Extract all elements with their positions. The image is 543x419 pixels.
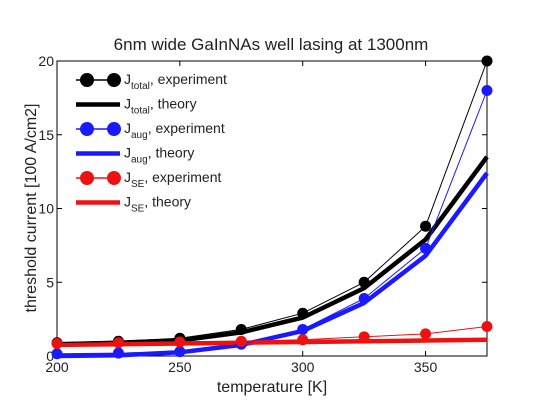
chart-title: 6nm wide GaInNAs well lasing at 1300nm — [114, 35, 429, 54]
x-tick-label: 250 — [168, 359, 192, 375]
x-tick-label: 350 — [414, 359, 438, 375]
series-line-j-aug-experiment — [56, 90, 488, 355]
legend-marker-j-aug-experiment — [107, 122, 121, 136]
data-point-j-aug-experiment — [51, 348, 63, 360]
data-point-j-total-experiment — [481, 55, 493, 67]
legend-marker-j-se-experiment — [107, 171, 121, 185]
y-tick-label: 20 — [38, 53, 54, 69]
plot-frame — [56, 60, 488, 357]
data-point-j-aug-experiment — [358, 292, 370, 304]
data-point-j-total-experiment — [235, 323, 247, 335]
legend-label-j-aug-experiment: Jaug, experiment — [124, 120, 225, 141]
legend-marker-j-total-experiment — [107, 73, 121, 87]
series-lines — [56, 60, 489, 359]
data-point-j-se-experiment — [51, 337, 63, 349]
data-point-j-se-experiment — [297, 334, 309, 346]
series-markers — [51, 55, 493, 360]
data-point-j-se-experiment — [420, 328, 432, 340]
y-tick-label: 0 — [46, 348, 54, 364]
data-point-j-total-experiment — [358, 276, 370, 288]
legend: Jtotal, experiment Jtotal, theory Jaug, ex… — [76, 71, 227, 215]
series-line-j-total-experiment — [56, 60, 488, 344]
x-tick-label: 300 — [291, 359, 315, 375]
x-tick-label: 200 — [45, 359, 69, 375]
x-axis-label: temperature [K] — [217, 379, 327, 396]
data-point-j-total-experiment — [420, 220, 432, 232]
series-line-j-se-experiment — [56, 326, 488, 344]
data-point-j-se-experiment — [174, 336, 186, 348]
series-line-j-aug-theory — [56, 171, 489, 359]
legend-marker-j-se-experiment — [80, 171, 94, 185]
data-point-j-aug-experiment — [174, 346, 186, 358]
legend-label-j-aug-theory: Jaug, theory — [124, 145, 194, 166]
data-point-j-total-experiment — [297, 307, 309, 319]
legend-label-j-se-theory: JSE, theory — [124, 194, 191, 215]
y-tick-label: 15 — [38, 127, 54, 143]
y-tick-label: 5 — [46, 274, 54, 290]
data-point-j-se-experiment — [112, 337, 124, 349]
legend-label-j-total-theory: Jtotal, theory — [124, 96, 197, 117]
data-point-j-aug-experiment — [297, 323, 309, 335]
legend-marker-j-aug-experiment — [80, 122, 94, 136]
data-point-j-aug-experiment — [112, 347, 124, 359]
legend-label-j-total-experiment: Jtotal, experiment — [124, 71, 227, 92]
data-point-j-se-experiment — [358, 331, 370, 343]
data-point-j-aug-experiment — [481, 85, 493, 96]
axis-ticks: 200 250 300 350 0 5 10 15 20 — [38, 53, 487, 375]
y-tick-label: 10 — [38, 201, 54, 217]
data-point-j-aug-experiment — [420, 242, 432, 254]
data-point-j-se-experiment — [481, 321, 493, 332]
data-point-j-se-experiment — [235, 335, 247, 347]
series-line-j-se-theory — [56, 337, 488, 348]
legend-label-j-se-experiment: JSE, experiment — [124, 169, 221, 190]
legend-marker-j-total-experiment — [80, 73, 94, 87]
y-axis-label: threshold current [100 A/cm2] — [23, 104, 40, 313]
